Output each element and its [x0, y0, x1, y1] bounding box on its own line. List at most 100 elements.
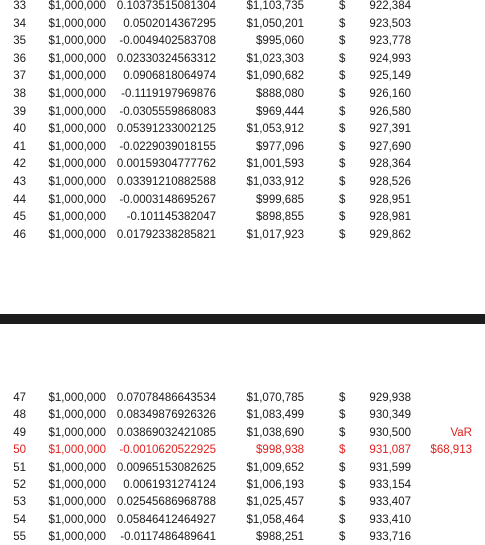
return-cell[interactable]: -0.1119197969876: [121, 88, 216, 100]
investment-amount-cell[interactable]: $1,000,000: [48, 88, 106, 100]
return-cell[interactable]: -0.0010620522925: [119, 444, 216, 457]
sorted-value-cell[interactable]: 928,951: [369, 193, 411, 206]
table-row[interactable]: 51 $1,000,000 0.00965153082625 $1,009,652 $9…: [0, 460, 485, 477]
return-cell[interactable]: 0.02545686968788: [116, 496, 216, 509]
portfolio-value-cell[interactable]: $1,038,690: [246, 426, 304, 439]
sorted-value-cell[interactable]: 927,391: [369, 123, 411, 136]
sorted-value-cell[interactable]: 929,938: [369, 392, 411, 404]
currency-symbol-cell[interactable]: $: [339, 193, 346, 206]
return-cell[interactable]: -0.0305559868083: [119, 105, 216, 118]
investment-amount-cell[interactable]: $1,000,000: [48, 211, 106, 224]
return-cell[interactable]: 0.10373515081304: [116, 0, 216, 12]
table-row[interactable]: 41 $1,000,000 -0.0229039018155 $977,096 $927…: [0, 139, 485, 156]
currency-symbol-cell[interactable]: $: [339, 105, 346, 118]
table-row[interactable]: 35 $1,000,000 -0.0049402583708 $995,060 $923…: [0, 33, 485, 50]
table-row[interactable]: 36 $1,000,000 0.02330324563312 $1,023,303 $9…: [0, 51, 485, 68]
table-row[interactable]: 33 $1,000,000 0.10373515081304 $1,103,735 $9…: [0, 0, 485, 15]
sorted-value-cell[interactable]: 930,500: [369, 426, 411, 439]
currency-symbol-cell[interactable]: $: [339, 496, 346, 509]
var-note-cell[interactable]: VaR: [450, 426, 472, 439]
portfolio-value-cell[interactable]: $1,083,499: [246, 409, 304, 422]
row-index-cell[interactable]: 38: [13, 88, 26, 100]
investment-amount-cell[interactable]: $1,000,000: [48, 140, 106, 153]
portfolio-value-cell[interactable]: $995,060: [256, 35, 304, 48]
row-index-cell[interactable]: 44: [13, 193, 26, 206]
portfolio-value-cell[interactable]: $988,251: [256, 531, 304, 544]
table-row[interactable]: 39 $1,000,000 -0.0305559868083 $969,444 $926…: [0, 104, 485, 121]
row-index-cell[interactable]: 46: [13, 228, 26, 241]
currency-symbol-cell[interactable]: $: [339, 461, 346, 474]
row-index-cell[interactable]: 49: [13, 426, 26, 439]
return-cell[interactable]: 0.01792338285821: [116, 228, 216, 241]
currency-symbol-cell[interactable]: $: [339, 228, 346, 241]
investment-amount-cell[interactable]: $1,000,000: [48, 392, 106, 404]
investment-amount-cell[interactable]: $1,000,000: [48, 479, 106, 491]
investment-amount-cell[interactable]: $1,000,000: [48, 444, 106, 457]
row-index-cell[interactable]: 47: [13, 392, 26, 404]
portfolio-value-cell[interactable]: $998,938: [256, 444, 304, 457]
currency-symbol-cell[interactable]: $: [339, 176, 346, 188]
currency-symbol-cell[interactable]: $: [339, 0, 346, 12]
currency-symbol-cell[interactable]: $: [339, 52, 346, 65]
row-index-cell[interactable]: 39: [13, 105, 26, 118]
row-index-cell[interactable]: 42: [13, 158, 26, 171]
currency-symbol-cell[interactable]: $: [339, 123, 346, 136]
return-cell[interactable]: -0.0117486489641: [120, 531, 216, 544]
currency-symbol-cell[interactable]: $: [339, 70, 346, 83]
row-index-cell[interactable]: 37: [13, 70, 26, 83]
row-index-cell[interactable]: 53: [13, 496, 26, 509]
table-row[interactable]: 50 $1,000,000 -0.0010620522925 $998,938 $931…: [0, 442, 485, 459]
sorted-value-cell[interactable]: 927,690: [369, 140, 411, 153]
table-row[interactable]: 37 $1,000,000 0.0906818064974 $1,090,682 $92…: [0, 68, 485, 85]
investment-amount-cell[interactable]: $1,000,000: [48, 70, 106, 83]
row-index-cell[interactable]: 52: [13, 479, 26, 491]
portfolio-value-cell[interactable]: $1,090,682: [246, 70, 304, 83]
investment-amount-cell[interactable]: $1,000,000: [48, 426, 106, 439]
row-index-cell[interactable]: 50: [13, 444, 26, 457]
currency-symbol-cell[interactable]: $: [339, 211, 346, 224]
portfolio-value-cell[interactable]: $1,033,912: [246, 176, 304, 188]
investment-amount-cell[interactable]: $1,000,000: [48, 123, 106, 136]
portfolio-value-cell[interactable]: $1,001,593: [246, 158, 304, 171]
sorted-value-cell[interactable]: 933,407: [369, 496, 411, 509]
table-row[interactable]: 49 $1,000,000 0.03869032421085 $1,038,690 $9…: [0, 425, 485, 442]
return-cell[interactable]: 0.03869032421085: [116, 426, 216, 439]
row-index-cell[interactable]: 41: [13, 140, 26, 153]
return-cell[interactable]: 0.00159304777762: [116, 158, 216, 171]
sorted-value-cell[interactable]: 923,778: [369, 35, 411, 48]
table-row[interactable]: 47 $1,000,000 0.07078486643534 $1,070,785 $9…: [0, 390, 485, 407]
investment-amount-cell[interactable]: $1,000,000: [48, 176, 106, 188]
investment-amount-cell[interactable]: $1,000,000: [48, 52, 106, 65]
return-cell[interactable]: 0.0061931274124: [123, 479, 216, 491]
return-cell[interactable]: -0.0229039018155: [119, 140, 216, 153]
sorted-value-cell[interactable]: 933,410: [369, 513, 411, 526]
investment-amount-cell[interactable]: $1,000,000: [48, 17, 106, 30]
table-row[interactable]: 55 $1,000,000 -0.0117486489641 $988,251 $933…: [0, 529, 485, 545]
investment-amount-cell[interactable]: $1,000,000: [48, 409, 106, 422]
sorted-value-cell[interactable]: 931,087: [369, 444, 411, 457]
sorted-value-cell[interactable]: 922,384: [369, 0, 411, 12]
portfolio-value-cell[interactable]: $1,023,303: [246, 52, 304, 65]
return-cell[interactable]: 0.07078486643534: [116, 392, 216, 404]
investment-amount-cell[interactable]: $1,000,000: [48, 193, 106, 206]
sorted-value-cell[interactable]: 928,526: [369, 176, 411, 188]
portfolio-value-cell[interactable]: $1,025,457: [246, 496, 304, 509]
row-index-cell[interactable]: 35: [13, 35, 26, 48]
portfolio-value-cell[interactable]: $977,096: [256, 140, 304, 153]
row-index-cell[interactable]: 34: [13, 17, 26, 30]
sorted-value-cell[interactable]: 926,160: [369, 88, 411, 100]
table-row[interactable]: 42 $1,000,000 0.00159304777762 $1,001,593 $9…: [0, 156, 485, 173]
return-cell[interactable]: 0.0502014367295: [123, 17, 216, 30]
table-row[interactable]: 52 $1,000,000 0.0061931274124 $1,006,193 $93…: [0, 477, 485, 494]
sorted-value-cell[interactable]: 928,981: [369, 211, 411, 224]
currency-symbol-cell[interactable]: $: [339, 17, 346, 30]
return-cell[interactable]: 0.08349876926326: [116, 409, 216, 422]
portfolio-value-cell[interactable]: $888,080: [256, 88, 304, 100]
currency-symbol-cell[interactable]: $: [339, 88, 346, 100]
sorted-value-cell[interactable]: 929,862: [369, 228, 411, 241]
table-row[interactable]: 54 $1,000,000 0.05846412464927 $1,058,464 $9…: [0, 512, 485, 529]
portfolio-value-cell[interactable]: $999,685: [256, 193, 304, 206]
sorted-value-cell[interactable]: 923,503: [369, 17, 411, 30]
portfolio-value-cell[interactable]: $1,009,652: [246, 461, 304, 474]
table-row[interactable]: 48 $1,000,000 0.08349876926326 $1,083,499 $9…: [0, 407, 485, 424]
